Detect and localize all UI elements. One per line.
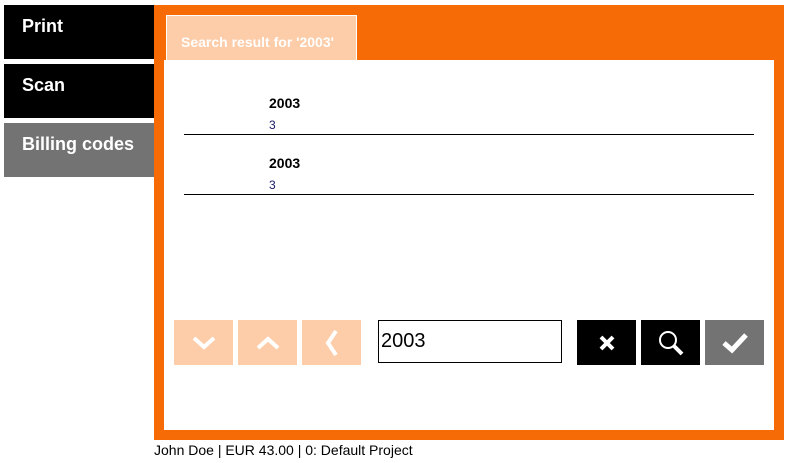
- status-bar: John Doe | EUR 43.00 | 0: Default Projec…: [154, 442, 413, 458]
- results-list: 2003 3 2003 3: [164, 60, 774, 430]
- clear-button[interactable]: [577, 320, 636, 365]
- tab-search-result[interactable]: Search result for '2003': [166, 15, 357, 60]
- sidebar-item-label: Billing codes: [22, 133, 135, 154]
- search-button[interactable]: [641, 320, 700, 365]
- confirm-button[interactable]: [705, 320, 764, 365]
- chevron-left-icon: [325, 329, 338, 356]
- item-title: 2003: [269, 155, 301, 171]
- chevron-down-icon: [192, 336, 215, 350]
- search-input[interactable]: [378, 320, 562, 363]
- back-button[interactable]: [302, 320, 361, 365]
- check-icon: [721, 332, 748, 353]
- chevron-up-icon: [256, 335, 279, 349]
- scroll-up-button[interactable]: [238, 320, 297, 365]
- sidebar-item-label: Print: [22, 15, 64, 36]
- main-panel: Search result for '2003' 2003 3 2003 3: [154, 5, 784, 440]
- sidebar-item-label: Scan: [22, 74, 66, 95]
- scroll-down-button[interactable]: [174, 320, 233, 365]
- item-title: 2003: [269, 95, 301, 111]
- list-item[interactable]: 2003 3: [184, 74, 754, 135]
- sidebar-item-scan[interactable]: Scan: [4, 64, 154, 118]
- sidebar-item-billing-codes[interactable]: Billing codes: [4, 123, 154, 177]
- item-subtitle: 3: [269, 178, 276, 192]
- close-icon: [599, 335, 614, 350]
- sidebar-item-print[interactable]: Print: [4, 5, 154, 59]
- search-icon: [658, 330, 683, 355]
- item-subtitle: 3: [269, 118, 276, 132]
- list-item[interactable]: 2003 3: [184, 134, 754, 195]
